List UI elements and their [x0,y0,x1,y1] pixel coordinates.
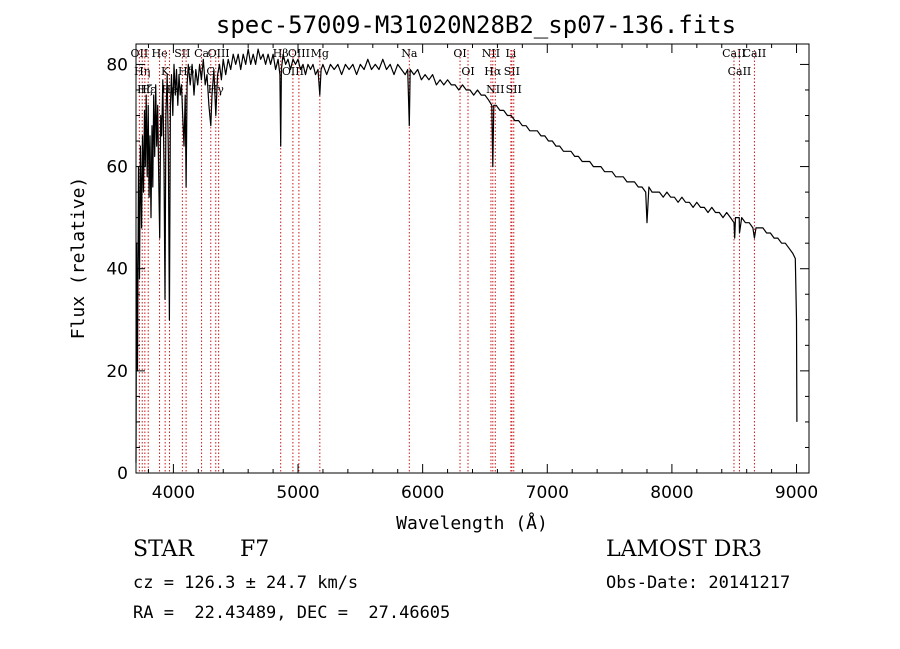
line-label-22: NII [486,83,504,96]
x-tick-label-4: 8000 [650,483,693,503]
line-label-13: Hβ [273,47,289,60]
line-label-20: NII [482,47,500,60]
series-flux [135,48,798,463]
y-tick-label-3: 60 [106,158,128,178]
redshift-velocity: cz = 126.3 ± 24.7 km/s [133,573,359,593]
x-tick-label-3: 7000 [526,483,569,503]
line-label-8: Hδ [178,65,195,78]
survey-name: LAMOST DR3 [606,537,762,562]
line-label-12: OIII [208,47,230,60]
y-tick-label-2: 40 [106,260,128,280]
x-tick-label-2: 6000 [401,483,444,503]
line-label-5: K [161,65,170,78]
x-tick-label-1: 5000 [276,483,319,503]
line-label-14: OIII [282,65,304,78]
line-label-0: OII [131,47,149,60]
line-label-25: SII [506,83,522,96]
line-label-2: Hζ [137,83,153,96]
coordinates: RA = 22.43489, DEC = 27.46605 [133,603,451,623]
chart-title: spec-57009-M31020N28B2_sp07-136.fits [216,11,736,39]
y-axis: 0 20 40 60 80 [106,55,809,484]
line-label-27: CaII [728,65,752,78]
line-label-9: Ca [194,47,209,60]
line-label-7: SII [174,47,190,60]
y-axis-label: Flux (relative) [68,177,89,340]
y-tick-label-0: 0 [117,464,128,484]
x-tick-label-5: 9000 [775,483,818,503]
line-label-16: Mg [311,47,329,60]
y-tick-label-4: 80 [106,55,128,75]
x-axis: 4000 5000 6000 7000 8000 9000 [147,44,818,503]
line-label-15: OIII [288,47,310,60]
object-subclass: F7 [240,537,270,562]
y-tick-label-1: 20 [106,362,128,382]
line-label-19: OI [461,65,474,78]
line-label-17: Na [401,47,418,60]
line-label-21: Hα [484,65,502,78]
flux-series [135,48,798,463]
line-label-4: He [152,47,168,60]
observation-date: Obs-Date: 20141217 [606,573,791,593]
object-class: STAR [133,537,194,562]
x-tick-label-0: 4000 [152,483,195,503]
line-label-1: Hη [134,65,150,78]
x-axis-label: Wavelength (Å) [396,512,548,534]
line-label-24: SII [504,65,520,78]
line-label-28: CaII [743,47,767,60]
line-label-18: OI [453,47,466,60]
line-label-11: Hγ [208,83,225,96]
line-label-10: G [206,65,215,78]
plot-frame [135,43,810,474]
line-label-23: Li [505,47,516,60]
line-label-3: Hε [141,83,157,96]
